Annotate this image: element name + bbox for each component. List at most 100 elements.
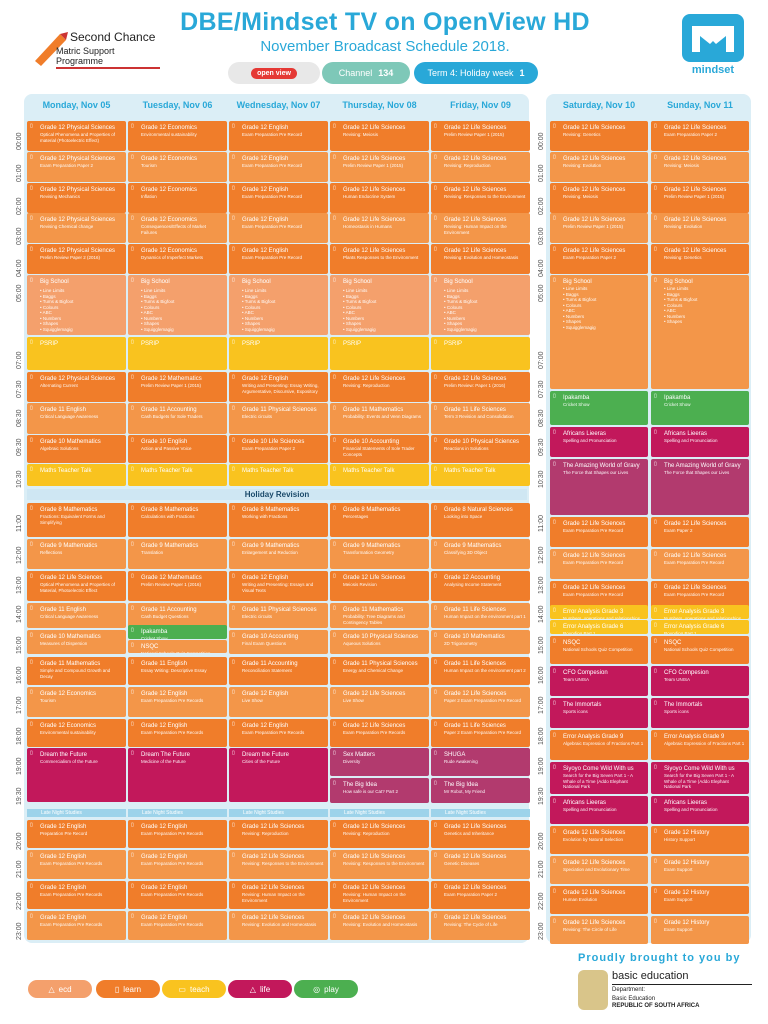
program-desc: Cities of the Future xyxy=(242,759,281,764)
program-title: Grade 12 Physical Sciences xyxy=(40,376,116,382)
program-desc: Search for the Big Seven Part 1 - A Whal… xyxy=(664,773,734,789)
program-desc: Commercialism of the Future xyxy=(40,759,98,764)
bigschool-item: • Baggs xyxy=(40,293,56,299)
program-title: Grade 12 Physical Sciences xyxy=(40,248,116,254)
program-title: Grade 12 Economics xyxy=(141,156,198,162)
time-label-weekend: 21:00 xyxy=(538,860,545,878)
program-cell: ▯ Grade 12 Life Sciences Revising: Respons… xyxy=(229,850,328,879)
legend-teach: ▭ teach xyxy=(162,980,226,998)
program-desc: Writing and Presenting: Essays and Visua… xyxy=(242,582,314,593)
program-title: Africans Lieeras xyxy=(664,800,708,806)
book-icon: ▯ xyxy=(553,583,556,589)
book-icon: ▯ xyxy=(232,632,235,638)
program-desc: Alternating Current xyxy=(40,383,78,388)
book-icon: ▯ xyxy=(654,215,657,221)
error-analysis-cell: ▯ Error Analysis Grade 3 Numbers, operatio… xyxy=(651,605,749,619)
book-icon: ▯ xyxy=(434,505,437,511)
program-title: Grade 10 Physical Sciences xyxy=(444,439,520,445)
program-title: Grade 10 English xyxy=(141,439,188,445)
book-icon: ▯ xyxy=(131,277,134,283)
book-icon: ▯ xyxy=(333,721,336,727)
psrip-cell: ▯ PSRIP xyxy=(330,337,429,370)
bigschool-item: • Line Limits xyxy=(444,288,469,293)
program-title: Grade 12 Economics xyxy=(40,723,97,729)
program-title: Grade 12 Economics xyxy=(40,691,97,697)
book-icon: ▯ xyxy=(232,466,235,472)
program-title: Maths Teacher Talk xyxy=(444,468,496,474)
legend-life: △ life xyxy=(228,980,292,998)
program-title: Grade 12 History xyxy=(664,890,710,896)
program-cell: ▯ Grade 11 Life Sciences Human Impact on t… xyxy=(431,657,530,685)
book-icon: ▯ xyxy=(654,519,657,525)
program-desc: Rounding Part 1 xyxy=(664,631,697,634)
book-icon: ▯ xyxy=(131,466,134,472)
program-title: Grade 12 Life Sciences xyxy=(444,187,507,193)
program-desc: Search for the Big Seven Part 1 - A Whal… xyxy=(563,773,633,789)
program-title: Grade 9 Mathematics xyxy=(444,543,502,549)
program-desc: Exam Preparation Pre Records xyxy=(343,730,406,735)
program-cell: ▯ Grade 12 English Exam Preparation Pre Re… xyxy=(229,213,328,243)
program-desc: Prelim Review Paper 1 (2015) xyxy=(444,132,505,137)
book-icon: ▯ xyxy=(434,913,437,919)
program-title: CFO Compesion xyxy=(664,670,709,676)
bigschool-item: • Line Limits xyxy=(242,288,267,293)
book-icon: ▯ xyxy=(131,339,134,345)
book-icon: ▯ xyxy=(131,505,134,511)
program-title: Grade 12 Life Sciences xyxy=(444,217,507,223)
program-desc: Human Impact on the environment part 1 xyxy=(444,614,526,619)
program-desc: Percentages xyxy=(343,514,369,519)
program-title: Grade 12 Mathematics xyxy=(141,575,202,581)
program-desc: Sports icons xyxy=(563,709,588,714)
program-desc: Exam Preparation Pre Record xyxy=(563,592,624,597)
program-title: Grade 12 Life Sciences xyxy=(563,860,626,866)
program-cell: ▯ Grade 12 English Exam Preparation Pre Re… xyxy=(128,850,227,879)
book-icon: ▯ xyxy=(30,852,33,858)
program-cell: ▯ Grade 12 Life Sciences Revising: Genetic… xyxy=(651,244,749,274)
mindset-m-icon xyxy=(692,26,734,52)
program-cell: ▯ Grade 12 Life Sciences Revising: Evoluti… xyxy=(330,911,429,940)
book-icon: ▯ xyxy=(553,429,556,435)
book-icon: ▯ xyxy=(232,852,235,858)
program-title: Grade 8 Mathematics xyxy=(141,507,199,513)
program-title: Grade 8 Mathematics xyxy=(40,507,98,513)
book-icon: ▯ xyxy=(434,246,437,252)
program-cell: ▯ Grade 11 Life Sciences Human Impact on t… xyxy=(431,603,530,628)
program-cell: ▯ Grade 12 Life Sciences Evolution by Natu… xyxy=(550,826,648,854)
book-icon: ▯ xyxy=(232,215,235,221)
program-desc: Reactions in Solutions xyxy=(444,446,489,451)
book-icon: ▯ xyxy=(131,822,134,828)
program-desc: Fractions: Equivalent Forms and Simplify… xyxy=(40,514,105,525)
mindset-text: mindset xyxy=(691,64,735,76)
book-icon: ▯ xyxy=(553,732,556,738)
maths-teacher-cell: ▯ Maths Teacher Talk xyxy=(330,464,429,486)
program-desc: Revising: Meiosis xyxy=(343,132,379,137)
book-icon: ▯ xyxy=(333,913,336,919)
life-cell: ▯ CFO Compesion Team UNISA xyxy=(550,666,648,696)
program-cell: ▯ Grade 11 English Essay Writing: Descript… xyxy=(128,657,227,685)
book-icon: ▯ xyxy=(131,913,134,919)
program-desc: Revising: Evolution and Homeostasis xyxy=(343,922,418,927)
program-cell: ▯ Grade 11 Physical Sciences Electric circ… xyxy=(229,403,328,434)
life-cell: ▯ Sex Matters Diversity xyxy=(330,748,429,776)
program-title: Grade 12 English xyxy=(40,824,87,830)
book-icon: ▯ xyxy=(232,689,235,695)
program-desc: Final Exam Questions xyxy=(242,641,287,646)
book-icon: ▯ xyxy=(131,852,134,858)
time-label-weekend: 05:00 xyxy=(538,284,545,302)
program-title: Siyoyo Come Wild With us xyxy=(664,766,735,772)
book-icon: ▯ xyxy=(30,215,33,221)
bigschool-item: • Squigglemagig xyxy=(563,324,596,330)
time-label: 00:00 xyxy=(16,132,23,150)
second-chance-logo: Second Chance Matric Support Programme xyxy=(30,26,160,76)
book-icon: ▯ xyxy=(434,541,437,547)
book-icon: ▯ xyxy=(131,573,134,579)
program-title: Grade 12 Economics xyxy=(141,187,198,193)
program-desc: Action and Passive Voice xyxy=(141,446,192,451)
book-icon: ▯ xyxy=(654,154,657,160)
bigschool-item: • Tums & Bigfoot xyxy=(40,299,74,304)
program-title: Grade 12 English xyxy=(242,723,289,729)
book-icon: ▯ xyxy=(553,154,556,160)
book-icon: ▯ xyxy=(553,246,556,252)
program-desc: Team UNISA xyxy=(563,677,590,682)
program-cell: ▯ Grade 11 Accounting Reconciliation State… xyxy=(229,657,328,685)
